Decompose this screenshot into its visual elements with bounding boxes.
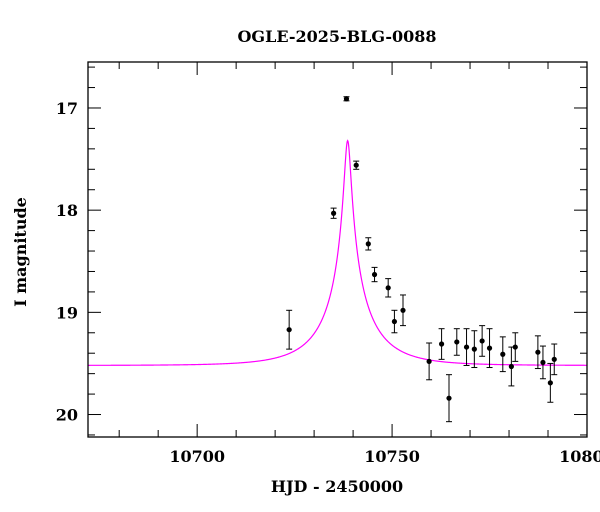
y-tick-label: 18 [56,201,78,220]
y-tick-label: 17 [56,99,78,118]
point-marker [391,318,398,325]
axis-ticks: 10700 10750 10800 17 18 19 20 [56,62,600,466]
data-point [385,278,392,298]
data-point [471,330,478,369]
data-point [534,335,541,370]
data-point [551,343,558,376]
x-tick-label: 10700 [169,447,225,466]
data-point [479,325,486,357]
model-curve [88,139,587,366]
data-point [547,362,554,403]
y-axis-label: I magnitude [11,197,30,307]
point-marker [446,395,452,401]
point-marker [371,271,378,278]
plot-frame [87,61,588,438]
data-point [508,346,515,387]
point-marker [426,358,432,364]
data-point [499,336,506,373]
data-point [365,237,372,251]
data-point [539,345,546,380]
data-point [445,374,452,423]
point-marker [385,285,391,291]
data-point [453,328,460,356]
data-point [330,207,337,219]
point-marker [438,341,445,347]
data-point [438,328,445,360]
point-marker [535,349,541,355]
point-marker [353,162,359,168]
x-axis-label: HJD - 2450000 [271,477,403,496]
chart-title: OGLE-2025-BLG-0088 [237,27,436,46]
point-marker [400,307,406,313]
data-point [286,309,293,350]
point-marker [551,356,557,362]
point-marker [508,363,514,370]
y-tick-label: 19 [56,303,78,322]
point-marker [500,351,506,357]
data-point [426,342,433,381]
data-point [399,294,406,327]
point-marker [479,338,485,344]
data-marks [88,96,587,423]
point-marker [512,344,518,350]
point-marker [463,344,470,350]
point-marker [454,339,460,345]
point-marker [286,327,292,333]
x-tick-label: 10750 [364,447,420,466]
data-point [371,266,378,283]
data-point [391,309,398,334]
data-point [353,160,360,170]
x-tick-label: 10800 [559,447,600,466]
point-marker [486,345,493,351]
point-marker [547,380,553,386]
data-point [512,332,519,362]
data-point [343,96,350,102]
y-tick-label: 20 [56,406,78,425]
point-marker [365,241,371,247]
data-point [486,328,493,369]
data-point [463,328,470,366]
point-marker [471,346,477,352]
point-marker [343,96,350,102]
point-marker [331,210,337,216]
point-marker [540,359,546,366]
